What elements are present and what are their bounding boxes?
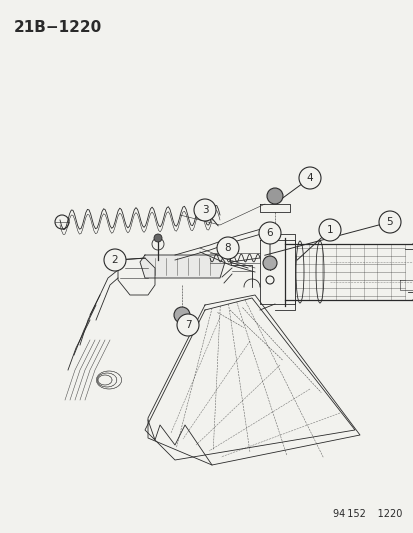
Text: 2: 2 <box>112 255 118 265</box>
Circle shape <box>259 222 280 244</box>
Circle shape <box>154 234 161 242</box>
Text: 21B−1220: 21B−1220 <box>14 20 102 35</box>
Text: 8: 8 <box>224 243 231 253</box>
Circle shape <box>262 256 276 270</box>
Text: 7: 7 <box>184 320 191 330</box>
Text: 5: 5 <box>386 217 392 227</box>
Circle shape <box>104 249 126 271</box>
Polygon shape <box>140 255 224 278</box>
Text: 1: 1 <box>326 225 332 235</box>
Circle shape <box>266 188 282 204</box>
Text: 3: 3 <box>201 205 208 215</box>
Circle shape <box>298 167 320 189</box>
Text: 94 152  1220: 94 152 1220 <box>332 509 401 519</box>
Circle shape <box>264 257 274 267</box>
Text: 4: 4 <box>306 173 313 183</box>
Circle shape <box>173 307 190 323</box>
Text: 6: 6 <box>266 228 273 238</box>
Circle shape <box>194 199 216 221</box>
Circle shape <box>318 219 340 241</box>
Circle shape <box>378 211 400 233</box>
Circle shape <box>177 314 199 336</box>
Circle shape <box>216 237 238 259</box>
